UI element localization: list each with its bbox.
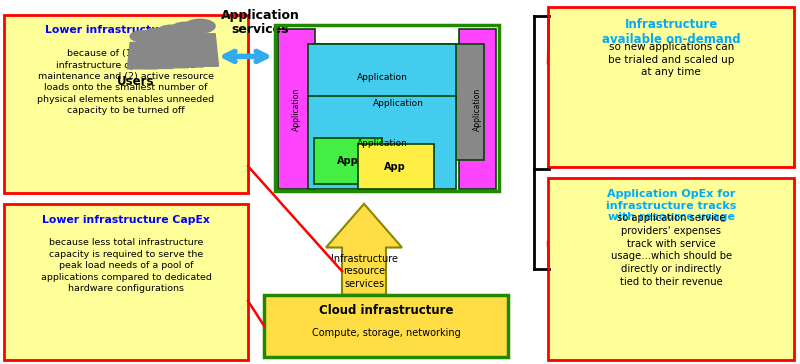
Text: App: App [384, 162, 406, 172]
FancyBboxPatch shape [264, 295, 508, 357]
Text: because of (1) optimized
infrastructure operations and
maintenance and (2) activ: because of (1) optimized infrastructure … [38, 49, 214, 115]
FancyBboxPatch shape [548, 7, 794, 167]
FancyBboxPatch shape [459, 29, 496, 189]
Text: Users: Users [118, 75, 154, 88]
Circle shape [185, 19, 215, 33]
Text: Application: Application [473, 88, 482, 131]
Text: Application: Application [292, 88, 302, 131]
FancyBboxPatch shape [308, 44, 456, 111]
Text: Infrastructure
available on-demand: Infrastructure available on-demand [602, 18, 741, 46]
Polygon shape [168, 36, 203, 67]
Circle shape [130, 31, 154, 42]
Text: Compute, storage, networking: Compute, storage, networking [312, 328, 460, 337]
FancyBboxPatch shape [308, 96, 456, 189]
Text: Application: Application [357, 139, 408, 147]
Polygon shape [141, 40, 173, 68]
FancyBboxPatch shape [278, 29, 315, 189]
Text: Lower infrastructure OpEx: Lower infrastructure OpEx [45, 25, 207, 35]
Polygon shape [326, 204, 402, 295]
FancyBboxPatch shape [4, 15, 248, 193]
Text: so new applications can
be trialed and scaled up
at any time: so new applications can be trialed and s… [608, 42, 734, 78]
Text: Application
services: Application services [221, 9, 299, 36]
Text: Cloud infrastructure: Cloud infrastructure [318, 304, 454, 317]
Text: Application: Application [373, 99, 424, 108]
Text: Lower infrastructure CapEx: Lower infrastructure CapEx [42, 215, 210, 225]
FancyBboxPatch shape [548, 178, 794, 360]
FancyBboxPatch shape [312, 44, 484, 160]
Circle shape [158, 25, 185, 37]
Text: Application OpEx for
infrastructure tracks
with resource usage: Application OpEx for infrastructure trac… [606, 189, 736, 222]
Circle shape [171, 22, 200, 35]
Polygon shape [154, 38, 188, 68]
Text: because less total infrastructure
capacity is required to serve the
peak load ne: because less total infrastructure capaci… [41, 238, 211, 293]
FancyBboxPatch shape [314, 138, 382, 184]
Polygon shape [127, 43, 158, 69]
FancyBboxPatch shape [4, 204, 248, 360]
Text: so application service
providers' expenses
track with service
usage...which shou: so application service providers' expens… [610, 213, 732, 287]
Text: App: App [337, 156, 359, 166]
Text: Application: Application [357, 73, 408, 82]
Text: Infrastructure
resource
services: Infrastructure resource services [330, 254, 398, 289]
Polygon shape [182, 34, 218, 66]
FancyBboxPatch shape [358, 144, 434, 189]
Circle shape [144, 28, 170, 40]
